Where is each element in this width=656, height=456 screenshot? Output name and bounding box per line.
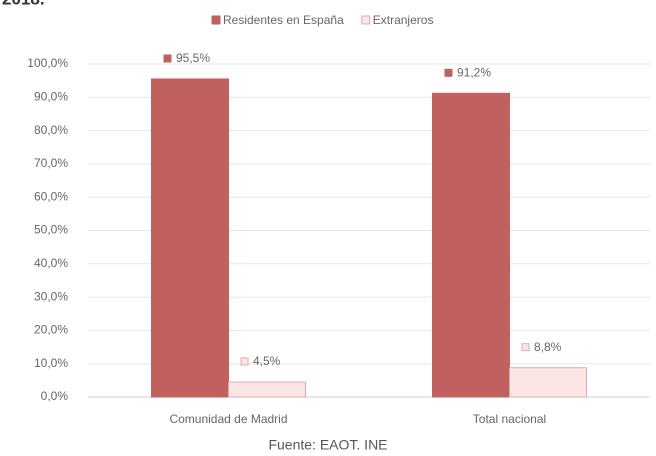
data-label: 91,2%: [457, 65, 491, 79]
y-tick-label: 0,0%: [41, 389, 69, 403]
bar: [228, 381, 306, 398]
data-label-marker: [163, 54, 172, 63]
y-tick-label: 30,0%: [34, 289, 68, 303]
y-tick-label: 10,0%: [34, 356, 68, 370]
y-tick-label: 80,0%: [34, 123, 68, 137]
bar: [509, 367, 587, 398]
data-label-marker: [521, 343, 530, 352]
y-tick-label: 100,0%: [27, 56, 68, 70]
y-tick-label: 40,0%: [34, 256, 68, 270]
bar: [151, 78, 229, 398]
legend-label: Residentes en España: [223, 13, 344, 27]
legend-swatch: [211, 15, 221, 25]
y-tick-label: 20,0%: [34, 323, 68, 337]
chart-title: 2018.: [2, 0, 45, 8]
y-tick-label: 70,0%: [34, 156, 68, 170]
data-label-marker: [444, 68, 453, 77]
y-tick-label: 50,0%: [34, 223, 68, 237]
data-label: 95,5%: [176, 51, 210, 65]
x-tick-label: Comunidad de Madrid: [169, 412, 287, 426]
bar: [432, 92, 510, 398]
y-tick-label: 60,0%: [34, 189, 68, 203]
data-label-marker: [240, 357, 249, 366]
legend-swatch: [361, 15, 371, 25]
x-tick-label: Total nacional: [473, 412, 546, 426]
source: Fuente: EAOT. INE: [268, 437, 387, 453]
y-tick-label: 90,0%: [34, 89, 68, 103]
data-label: 4,5%: [253, 354, 281, 368]
legend-label: Extranjeros: [373, 13, 434, 27]
data-label: 8,8%: [534, 340, 562, 354]
